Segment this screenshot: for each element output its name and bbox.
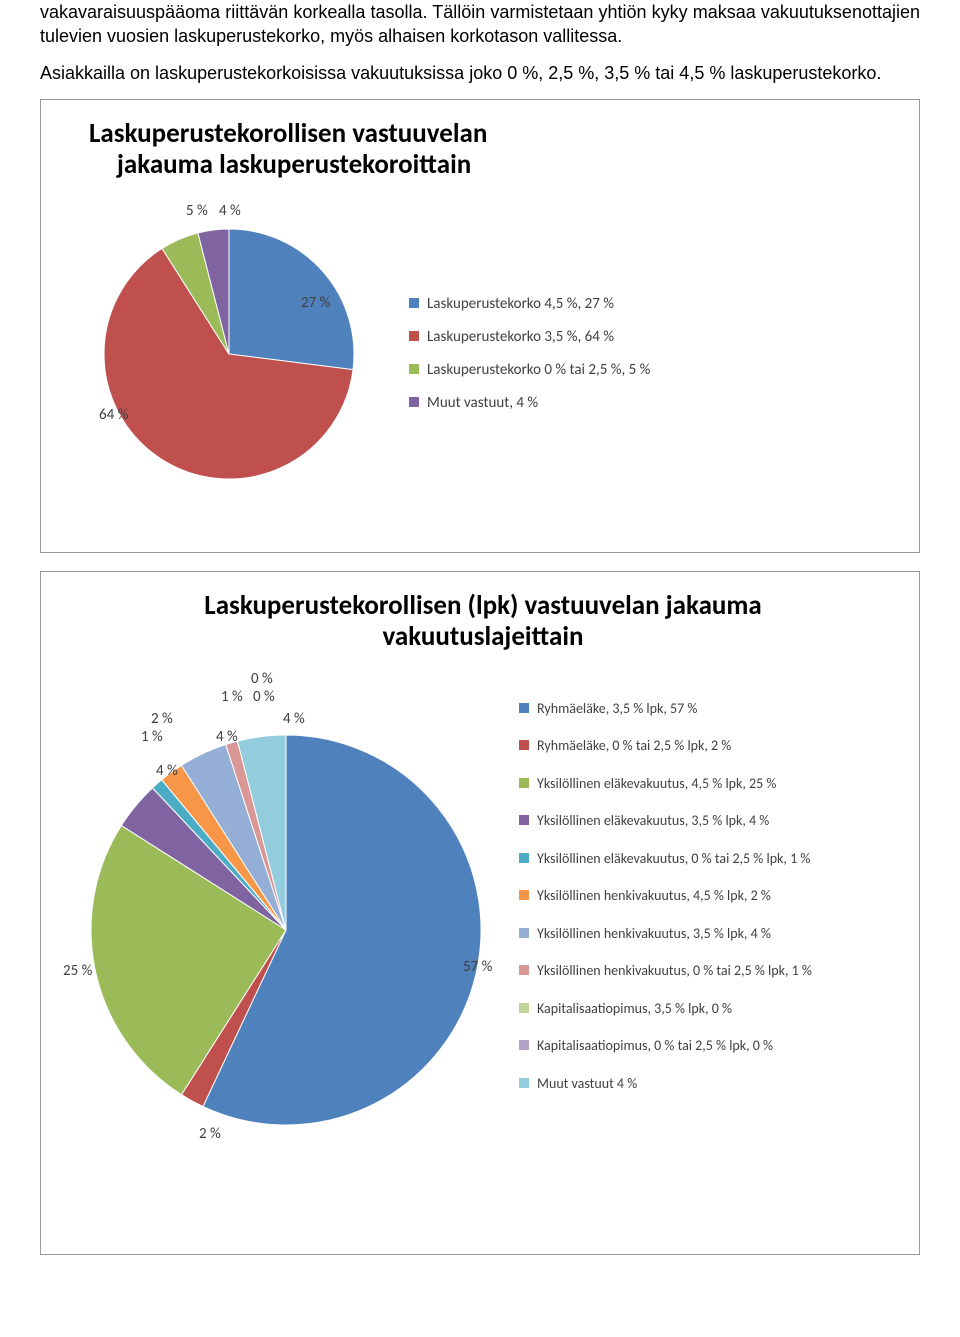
legend-item: Muut vastuut 4 % [519, 1075, 812, 1093]
legend-swatch [519, 778, 529, 788]
legend-swatch [519, 928, 529, 938]
legend-label: Yksilöllinen henkivakuutus, 4,5 % lpk, 2… [537, 887, 771, 905]
chart1-legend: Laskuperustekorko 4,5 %, 27 % Laskuperust… [409, 295, 650, 412]
legend-label: Muut vastuut 4 % [537, 1075, 637, 1093]
legend-label: Yksilöllinen eläkevakuutus, 0 % tai 2,5 … [537, 850, 810, 868]
chart2-title: Laskuperustekorollisen (lpk) vastuuvelan… [71, 590, 895, 652]
legend-label: Kapitalisaatiopimus, 3,5 % lpk, 0 % [537, 1000, 732, 1018]
legend-swatch [519, 740, 529, 750]
pie-value-label: 64 % [99, 406, 128, 424]
legend-swatch [519, 1040, 529, 1050]
pie-value-label: 1 % [221, 688, 243, 706]
pie-value-label: 2 % [151, 710, 173, 728]
legend-item: Yksilöllinen henkivakuutus, 4,5 % lpk, 2… [519, 887, 812, 905]
pie-value-label: 57 % [463, 958, 492, 976]
legend-swatch [519, 1078, 529, 1088]
pie-value-label: 4 % [216, 728, 238, 746]
legend-label: Laskuperustekorko 4,5 %, 27 % [427, 295, 614, 314]
pie-value-label: 4 % [219, 202, 241, 220]
legend-swatch [409, 397, 419, 407]
chart1-pie: 5 %4 %27 %64 % [89, 214, 369, 494]
legend-item: Ryhmäeläke, 0 % tai 2,5 % lpk, 2 % [519, 737, 812, 755]
legend-label: Yksilöllinen eläkevakuutus, 3,5 % lpk, 4… [537, 812, 769, 830]
pie-value-label: 0 % [253, 688, 275, 706]
legend-item: Laskuperustekorko 4,5 %, 27 % [409, 295, 650, 314]
legend-swatch [519, 815, 529, 825]
chart1-body: 5 %4 %27 %64 % Laskuperustekorko 4,5 %, … [89, 214, 895, 494]
pie-value-label: 27 % [301, 294, 330, 312]
legend-swatch [519, 1003, 529, 1013]
legend-swatch [519, 890, 529, 900]
chart1-pie-svg [89, 214, 369, 494]
legend-item: Kapitalisaatiopimus, 0 % tai 2,5 % lpk, … [519, 1037, 812, 1055]
legend-label: Laskuperustekorko 3,5 %, 64 % [427, 328, 614, 347]
pie-value-label: 4 % [283, 710, 305, 728]
legend-item: Yksilöllinen eläkevakuutus, 3,5 % lpk, 4… [519, 812, 812, 830]
chart1-title-line2: jakauma laskuperustekoroittain [89, 148, 471, 181]
chart2-legend: Ryhmäeläke, 3,5 % lpk, 57 % Ryhmäeläke, 0… [519, 700, 812, 1093]
chart2-title-line2: vakuutuslajeittain [383, 620, 584, 653]
chart1-title-line1: Laskuperustekorollisen vastuuvelan [89, 117, 487, 150]
legend-label: Yksilöllinen eläkevakuutus, 4,5 % lpk, 2… [537, 775, 776, 793]
legend-item: Ryhmäeläke, 3,5 % lpk, 57 % [519, 700, 812, 718]
pie-value-label: 1 % [141, 728, 163, 746]
legend-label: Yksilöllinen henkivakuutus, 3,5 % lpk, 4… [537, 925, 771, 943]
legend-swatch [409, 364, 419, 374]
chart2-title-line1: Laskuperustekorollisen (lpk) vastuuvelan… [204, 589, 761, 622]
legend-label: Yksilöllinen henkivakuutus, 0 % tai 2,5 … [537, 962, 812, 980]
legend-swatch [519, 853, 529, 863]
legend-swatch [519, 965, 529, 975]
chart2-pie-svg [71, 700, 501, 1160]
page: vakavaraisuuspääoma riittävän korkealla … [0, 0, 960, 1313]
pie-value-label: 25 % [63, 962, 92, 980]
legend-label: Muut vastuut, 4 % [427, 394, 538, 413]
legend-swatch [409, 331, 419, 341]
chart2-pie: 0 %1 %0 %2 %4 %1 %4 %4 %25 %57 %2 % [71, 700, 501, 1160]
legend-item: Yksilöllinen henkivakuutus, 3,5 % lpk, 4… [519, 925, 812, 943]
legend-label: Ryhmäeläke, 0 % tai 2,5 % lpk, 2 % [537, 737, 731, 755]
paragraph-1: vakavaraisuuspääoma riittävän korkealla … [40, 0, 920, 49]
pie-slice [229, 229, 354, 370]
legend-item: Laskuperustekorko 3,5 %, 64 % [409, 328, 650, 347]
legend-item: Laskuperustekorko 0 % tai 2,5 %, 5 % [409, 361, 650, 380]
legend-item: Yksilöllinen eläkevakuutus, 0 % tai 2,5 … [519, 850, 812, 868]
legend-swatch [519, 703, 529, 713]
pie-value-label: 5 % [186, 202, 208, 220]
legend-item: Yksilöllinen henkivakuutus, 0 % tai 2,5 … [519, 962, 812, 980]
legend-item: Kapitalisaatiopimus, 3,5 % lpk, 0 % [519, 1000, 812, 1018]
legend-item: Muut vastuut, 4 % [409, 394, 650, 413]
legend-label: Ryhmäeläke, 3,5 % lpk, 57 % [537, 700, 697, 718]
pie-value-label: 2 % [199, 1125, 221, 1143]
legend-swatch [409, 298, 419, 308]
legend-item: Yksilöllinen eläkevakuutus, 4,5 % lpk, 2… [519, 775, 812, 793]
chart2-body: 0 %1 %0 %2 %4 %1 %4 %4 %25 %57 %2 % Ryhm… [71, 700, 895, 1160]
chart1-title: Laskuperustekorollisen vastuuvelan jakau… [89, 118, 895, 180]
chart-1: Laskuperustekorollisen vastuuvelan jakau… [40, 99, 920, 553]
pie-value-label: 0 % [251, 670, 273, 688]
legend-label: Kapitalisaatiopimus, 0 % tai 2,5 % lpk, … [537, 1037, 773, 1055]
legend-label: Laskuperustekorko 0 % tai 2,5 %, 5 % [427, 361, 650, 380]
chart-2: Laskuperustekorollisen (lpk) vastuuvelan… [40, 571, 920, 1255]
pie-value-label: 4 % [156, 762, 178, 780]
paragraph-2: Asiakkailla on laskuperustekorkoisissa v… [40, 61, 920, 85]
